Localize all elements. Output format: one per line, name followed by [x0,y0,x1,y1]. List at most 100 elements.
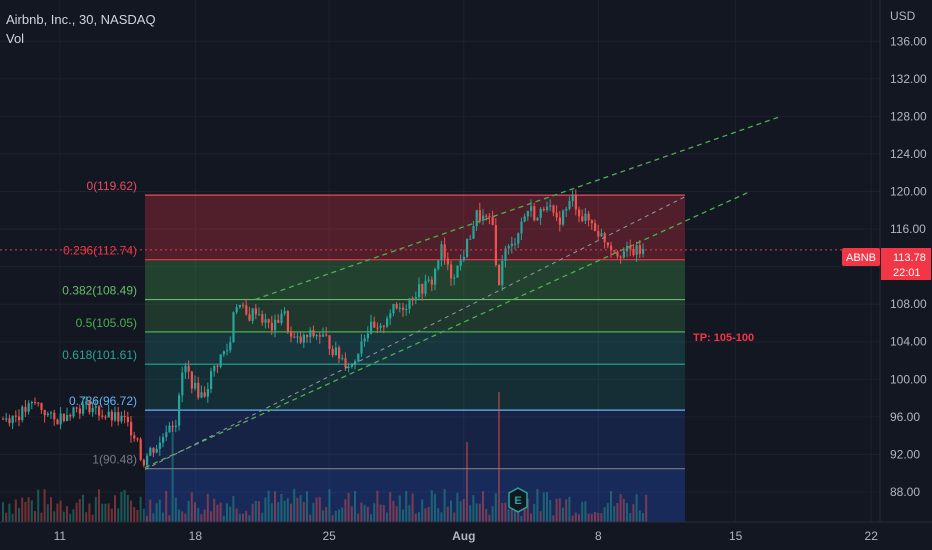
volume-bar [261,512,264,522]
time-axis[interactable]: 11 18 25 Aug 8 15 22 [0,521,932,550]
volume-bar [418,512,420,522]
candle-body [418,284,421,298]
volume-bar [539,511,542,522]
fib-level-label: 1(90.48) [92,453,137,467]
volume-indicator-label[interactable]: Vol [6,31,25,46]
volume-bar [290,503,292,522]
volume-bar [366,506,369,522]
volume-bar [347,492,350,522]
candle-body [373,321,376,328]
volume-bar [571,515,574,522]
volume-bar [152,513,155,522]
candle-body [341,358,344,360]
candle-body [238,304,241,308]
candle-body [306,334,309,337]
volume-bar [213,498,216,522]
volume-bar [168,515,171,522]
candle-body [469,238,472,240]
volume-bar [296,497,299,522]
volume-bar [325,507,328,522]
candle-body [123,415,126,418]
volume-bar [565,499,568,522]
candle-body [56,419,59,425]
volume-bar [40,512,43,522]
volume-bar [158,499,161,522]
volume-bar [206,493,209,522]
volume-bar [187,500,190,522]
symbol-title[interactable]: Airbnb, Inc., 30, NASDAQ [6,12,156,27]
channel-upper-line[interactable] [254,116,779,301]
volume-bar [542,492,545,522]
x-tick-label: 8 [595,529,602,543]
candle-body [437,260,440,269]
volume-bar [421,499,424,522]
candle-body [501,260,504,286]
candle-body [69,415,72,417]
candle-body [142,459,145,466]
volume-bar [469,505,472,522]
candle-body [619,256,622,258]
candle-body [174,425,177,427]
volume-bar [373,503,376,522]
candle-body [600,233,603,237]
volume-bar [235,508,238,522]
channel-mid-line[interactable] [144,195,687,470]
candle-body [389,313,392,319]
candle-body [584,213,587,221]
volume-bar [594,511,596,522]
fibonacci-retracement[interactable]: 0(119.62) 0.236(112.74) 0.382(108.49) 0.5(1… [62,179,685,522]
volume-bar [434,493,436,522]
volume-bar [184,513,187,522]
candle-body [274,319,277,331]
candle-body [200,392,203,398]
volume-bar [402,509,404,522]
earnings-event[interactable]: E [508,487,528,513]
candle-body [280,313,283,323]
volume-bar [414,513,417,522]
candle-body [629,245,632,249]
volume-bar [379,504,382,522]
earnings-icon[interactable] [508,487,528,513]
candle-body [5,418,8,420]
candle-body [14,415,17,417]
fib-level-label: 0.5(105.05) [76,316,137,330]
trend-channel[interactable] [144,116,779,470]
volume-bar [190,492,193,522]
volume-bar [94,496,97,522]
candle-body [552,205,555,213]
candle-body [315,335,318,337]
candle-body [261,314,264,323]
candles [2,189,645,468]
candle-body [379,325,382,328]
y-tick-label: 96.00 [890,410,920,424]
currency-label: USD [890,9,916,23]
volume-bar [619,494,622,522]
candle-body [59,413,62,425]
volume-bar [622,498,625,522]
volume-bar [8,503,11,522]
candle-body [75,407,78,409]
candle-body [520,221,523,234]
y-tick-label: 132.00 [890,72,927,86]
candle-body [82,404,85,414]
candle-body [34,401,37,403]
earnings-icon-label: E [514,495,521,507]
volume-bar [635,494,638,522]
candle-body [53,412,56,420]
volume-bar [642,513,644,522]
volume-bar [59,500,62,522]
candle-body [456,265,459,278]
volume-bar [478,503,481,522]
price-badge[interactable]: ABNB 113.78 22:01 [842,248,931,280]
candle-body [443,244,446,259]
candle-body [11,415,14,424]
candle-body [363,338,366,342]
y-tick-label: 124.00 [890,147,927,161]
channel-lower-line[interactable] [144,191,749,469]
candle-body [43,409,46,416]
volume-bar [491,506,494,522]
fib-zone [145,259,685,300]
volume-bar [632,504,635,522]
candle-body [482,215,485,221]
